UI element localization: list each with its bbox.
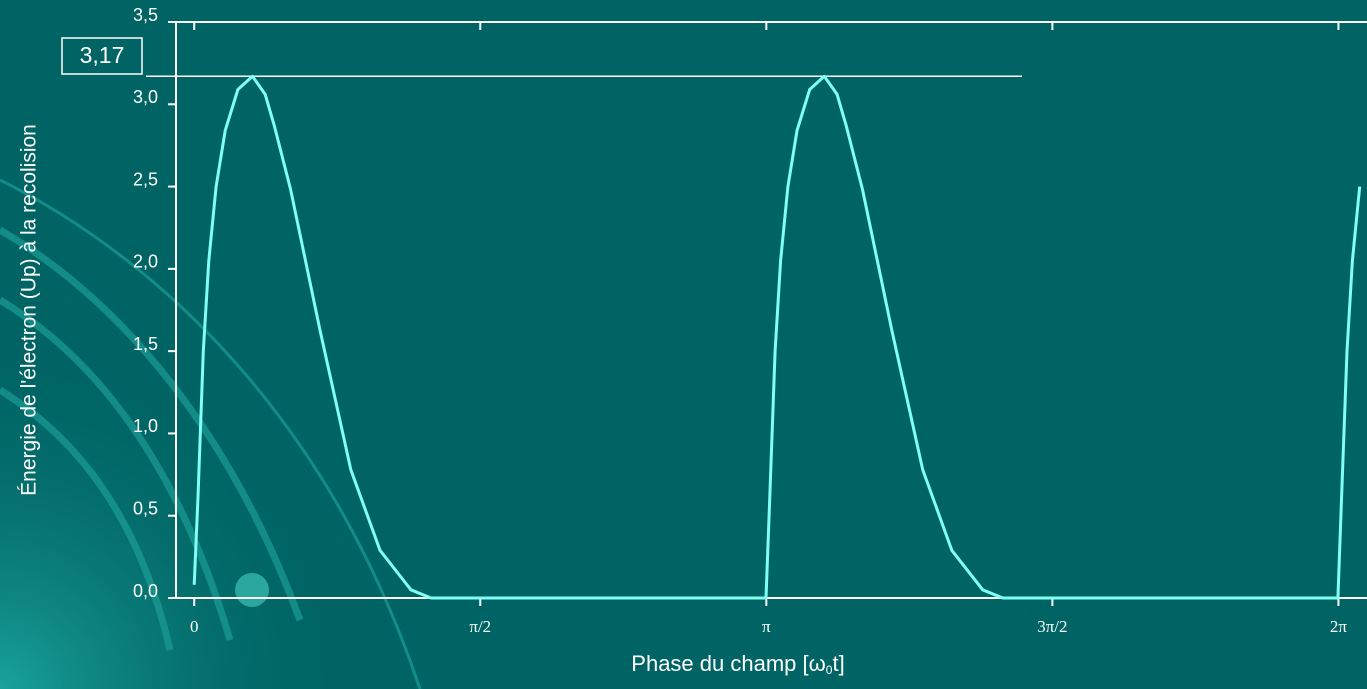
annotation-label: 3,17 [80, 42, 125, 68]
y-tick-label: 3,0 [133, 87, 158, 107]
x-tick-label: 2π [1330, 617, 1348, 636]
x-tick-label: π/2 [469, 617, 491, 636]
x-label-text: t] [832, 651, 844, 676]
y-axis-label: Énergie de l'électron (Up) à la recolisi… [18, 124, 41, 496]
x-axis-label: Phase du champ [ω0t] [631, 651, 844, 677]
y-tick-label: 1,5 [133, 334, 158, 354]
x-label-text: Phase du champ [ω [631, 651, 826, 676]
x-tick-label: 3π/2 [1037, 617, 1067, 636]
y-tick-label: 3,5 [133, 5, 158, 25]
x-tick-label: 0 [190, 617, 199, 636]
y-tick-label: 2,5 [133, 169, 158, 189]
y-tick-label: 0,0 [133, 581, 158, 601]
data-line [192, 74, 1362, 600]
y-tick-label: 0,5 [133, 498, 158, 518]
decoration [0, 178, 422, 689]
glow [0, 300, 400, 689]
y-tick-label: 1,0 [133, 416, 158, 436]
x-tick-label: π [762, 617, 771, 636]
annotation-box [61, 37, 143, 75]
x-label-subscript: 0 [826, 663, 833, 677]
decoration-dot [235, 573, 269, 607]
y-tick-label: 2,0 [133, 252, 158, 272]
